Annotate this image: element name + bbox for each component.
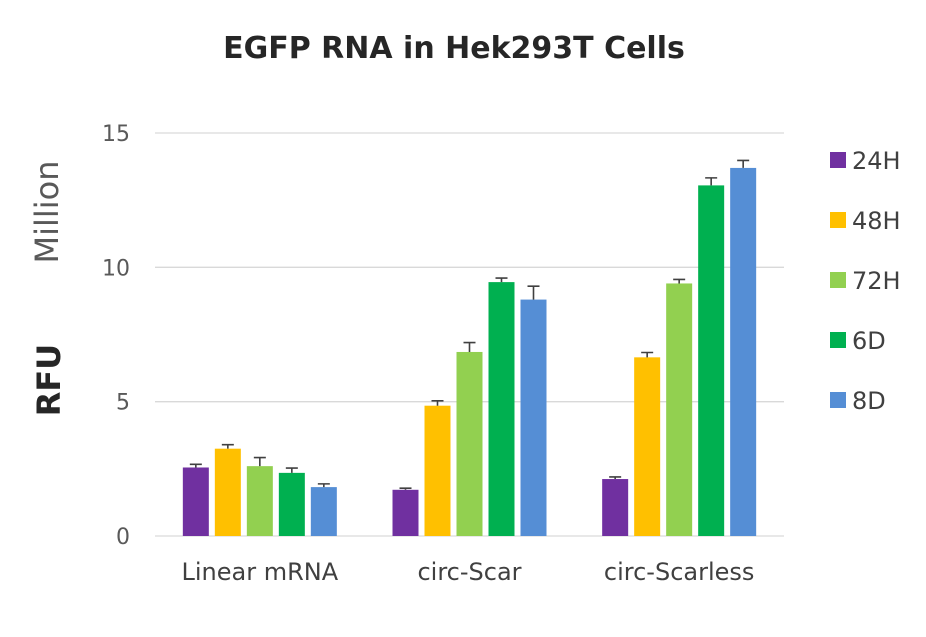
- bar-72H-1: [456, 351, 483, 536]
- error-bar-48H-0: [221, 443, 234, 449]
- bar-72H-0: [246, 466, 273, 536]
- bar-6D-1: [488, 282, 515, 536]
- legend-label-6D: 6D: [852, 327, 886, 355]
- error-bar-6D-0: [285, 467, 298, 473]
- legend: 24H 48H 72H 6D 8D: [830, 147, 901, 415]
- y-axis-label-unit: Million: [28, 160, 66, 263]
- chart-title: EGFP RNA in Hek293T Cells: [223, 31, 685, 66]
- legend-label-72H: 72H: [852, 267, 901, 295]
- x-category-label: Linear mRNA: [182, 558, 339, 586]
- y-tick-label: 0: [116, 525, 130, 550]
- error-bar-24H-2: [609, 476, 622, 480]
- error-bar-72H-1: [463, 341, 476, 352]
- bar-48H-0: [214, 448, 241, 536]
- y-tick-label: 10: [102, 256, 130, 281]
- error-bar-6D-1: [495, 277, 508, 283]
- y-tick-label: 15: [102, 122, 130, 147]
- error-bar-48H-1: [431, 400, 444, 406]
- y-tick-label: 5: [116, 391, 130, 416]
- legend-swatch-6D: [830, 332, 846, 348]
- error-bar-24H-0: [189, 463, 202, 468]
- legend-swatch-8D: [830, 392, 846, 408]
- bar-8D-0: [310, 487, 337, 536]
- bars: [182, 167, 757, 536]
- legend-swatch-72H: [830, 272, 846, 288]
- error-bar-72H-2: [673, 278, 686, 284]
- bar-48H-2: [634, 357, 661, 536]
- error-bar-8D-1: [527, 285, 540, 300]
- error-bar-8D-0: [317, 483, 330, 488]
- error-bar-24H-1: [399, 487, 412, 490]
- bar-72H-2: [666, 283, 693, 536]
- bar-6D-2: [698, 185, 725, 536]
- error-bars: [189, 159, 750, 490]
- x-category-label: circ-Scarless: [604, 558, 755, 586]
- error-bar-8D-2: [737, 159, 750, 168]
- legend-swatch-48H: [830, 212, 846, 228]
- legend-label-48H: 48H: [852, 207, 901, 235]
- legend-label-24H: 24H: [852, 147, 901, 175]
- bar-24H-0: [182, 467, 209, 536]
- error-bar-72H-0: [253, 456, 266, 467]
- legend-swatch-24H: [830, 152, 846, 168]
- y-axis-label-main: RFU: [30, 344, 68, 416]
- bar-24H-2: [602, 479, 629, 536]
- error-bar-6D-2: [705, 177, 718, 186]
- error-bar-48H-2: [641, 351, 654, 358]
- bar-48H-1: [424, 405, 451, 536]
- legend-label-8D: 8D: [852, 387, 886, 415]
- x-axis-categories: Linear mRNA circ-Scar circ-Scarless: [182, 558, 755, 586]
- x-category-label: circ-Scar: [417, 558, 521, 586]
- bar-6D-0: [278, 472, 305, 536]
- bar-8D-1: [520, 299, 547, 536]
- bar-24H-1: [392, 489, 419, 536]
- y-axis-ticks: 0 5 10 15: [102, 122, 130, 550]
- bar-8D-2: [730, 167, 757, 536]
